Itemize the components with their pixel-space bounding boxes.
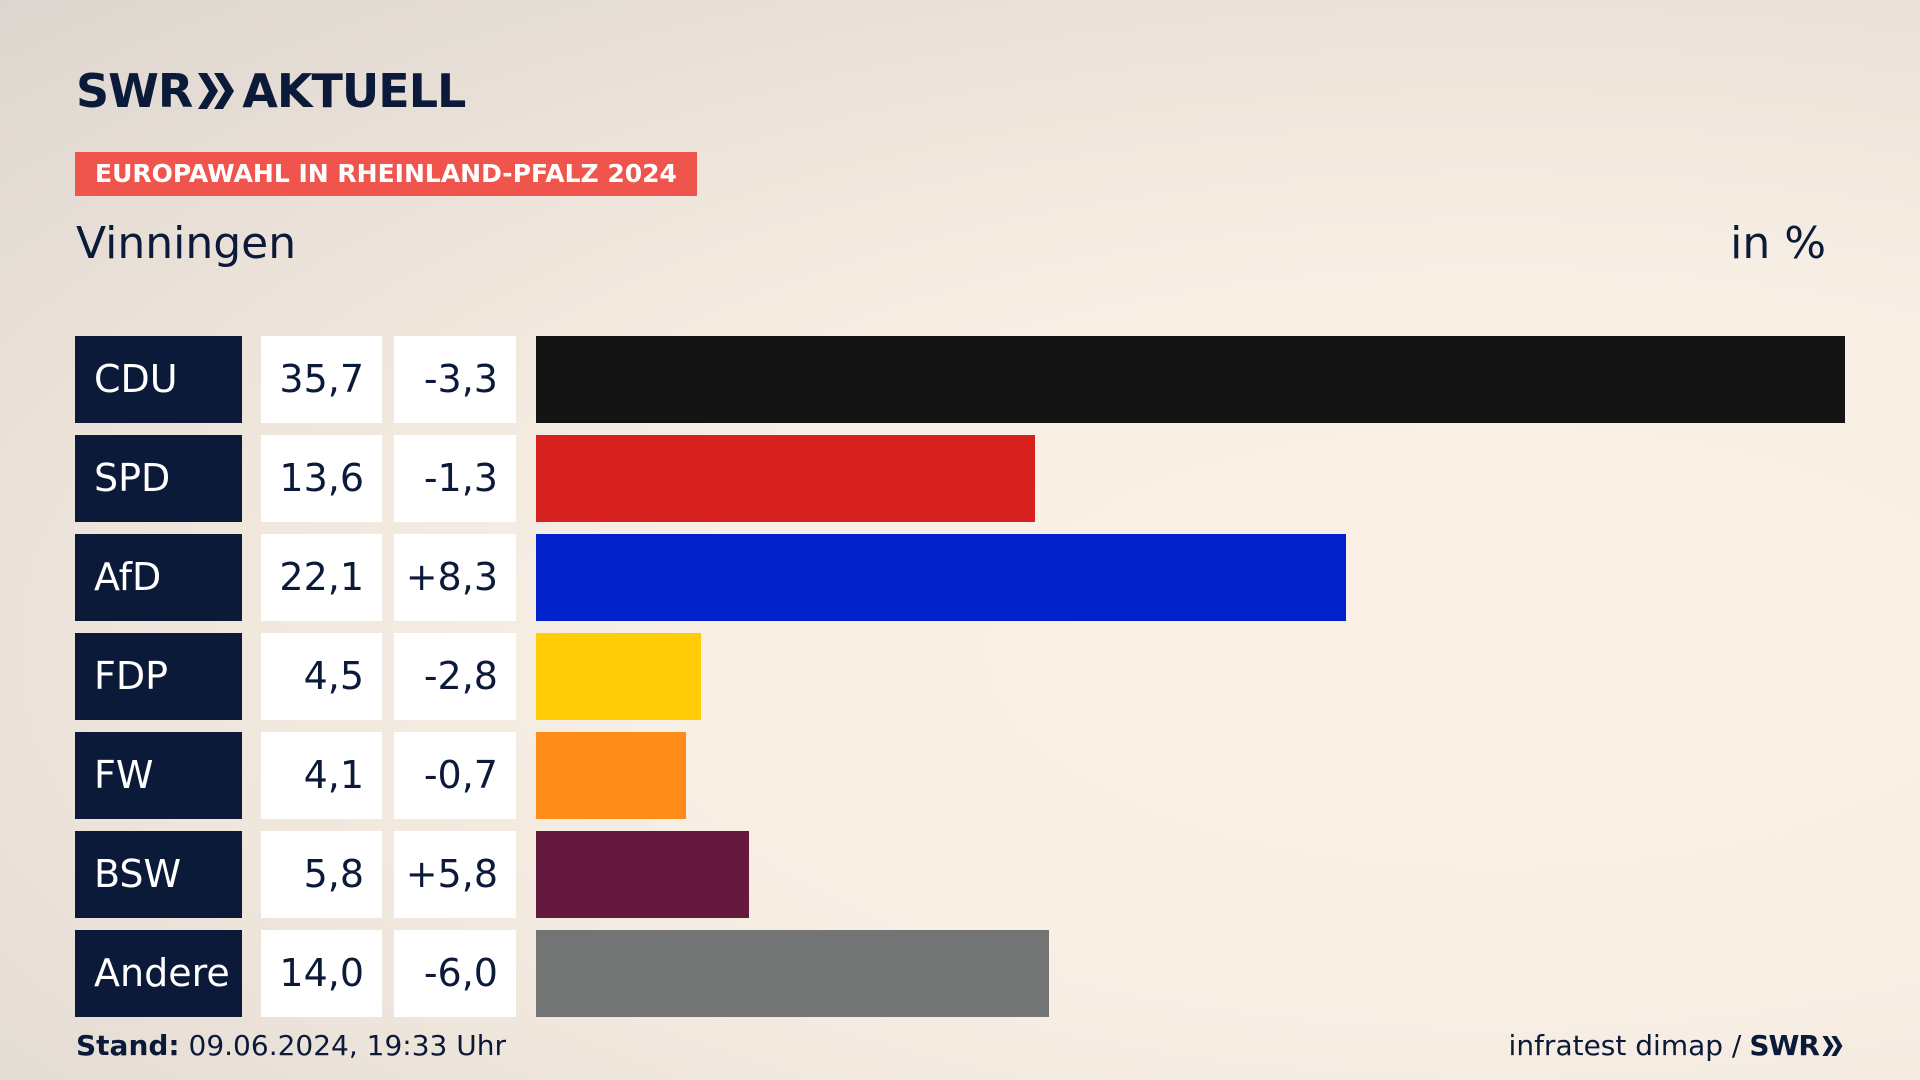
party-value: 13,6 xyxy=(261,435,382,522)
party-label: CDU xyxy=(75,336,242,423)
party-diff: -0,7 xyxy=(394,732,516,819)
party-value: 14,0 xyxy=(261,930,382,1017)
footer-swr-text: SWR xyxy=(1749,1029,1820,1062)
region-title: Vinningen xyxy=(76,218,297,269)
result-bar xyxy=(536,435,1035,522)
party-label: BSW xyxy=(75,831,242,918)
party-value: 5,8 xyxy=(261,831,382,918)
election-badge: EUROPAWAHL IN RHEINLAND-PFALZ 2024 xyxy=(75,152,697,196)
footer-swr-logo: SWR xyxy=(1749,1029,1844,1062)
source-credit: infratest dimap / SWR xyxy=(1509,1029,1844,1062)
party-diff: -2,8 xyxy=(394,633,516,720)
result-bar xyxy=(536,831,749,918)
party-value: 22,1 xyxy=(261,534,382,621)
result-row: CDU 35,7 -3,3 xyxy=(75,336,1845,423)
result-row: SPD 13,6 -1,3 xyxy=(75,435,1845,522)
party-diff: -6,0 xyxy=(394,930,516,1017)
double-chevron-icon xyxy=(198,73,236,109)
source-text: infratest dimap / xyxy=(1508,1029,1742,1062)
result-row: FDP 4,5 -2,8 xyxy=(75,633,1845,720)
timestamp: Stand: 09.06.2024, 19:33 Uhr xyxy=(76,1029,506,1062)
logo-swr-text: SWR xyxy=(76,64,193,118)
result-row: Andere 14,0 -6,0 xyxy=(75,930,1845,1017)
result-bar xyxy=(536,336,1845,423)
party-diff: -1,3 xyxy=(394,435,516,522)
unit-label: in % xyxy=(1730,218,1826,269)
result-bar xyxy=(536,633,701,720)
result-row: AfD 22,1 +8,3 xyxy=(75,534,1845,621)
party-label: FDP xyxy=(75,633,242,720)
footer-double-chevron-icon xyxy=(1822,1035,1843,1056)
party-label: SPD xyxy=(75,435,242,522)
party-diff: +5,8 xyxy=(394,831,516,918)
party-value: 35,7 xyxy=(261,336,382,423)
result-bar xyxy=(536,930,1049,1017)
result-row: FW 4,1 -0,7 xyxy=(75,732,1845,819)
stand-label: Stand: xyxy=(76,1029,180,1062)
party-diff: -3,3 xyxy=(394,336,516,423)
party-label: FW xyxy=(75,732,242,819)
result-row: BSW 5,8 +5,8 xyxy=(75,831,1845,918)
party-label: Andere xyxy=(75,930,242,1017)
result-bar xyxy=(536,732,686,819)
party-value: 4,1 xyxy=(261,732,382,819)
result-bar xyxy=(536,534,1346,621)
stand-value: 09.06.2024, 19:33 Uhr xyxy=(188,1029,506,1062)
party-diff: +8,3 xyxy=(394,534,516,621)
party-label: AfD xyxy=(75,534,242,621)
swr-aktuell-logo: SWR AKTUELL xyxy=(76,64,466,118)
party-value: 4,5 xyxy=(261,633,382,720)
logo-aktuell-text: AKTUELL xyxy=(242,64,466,118)
